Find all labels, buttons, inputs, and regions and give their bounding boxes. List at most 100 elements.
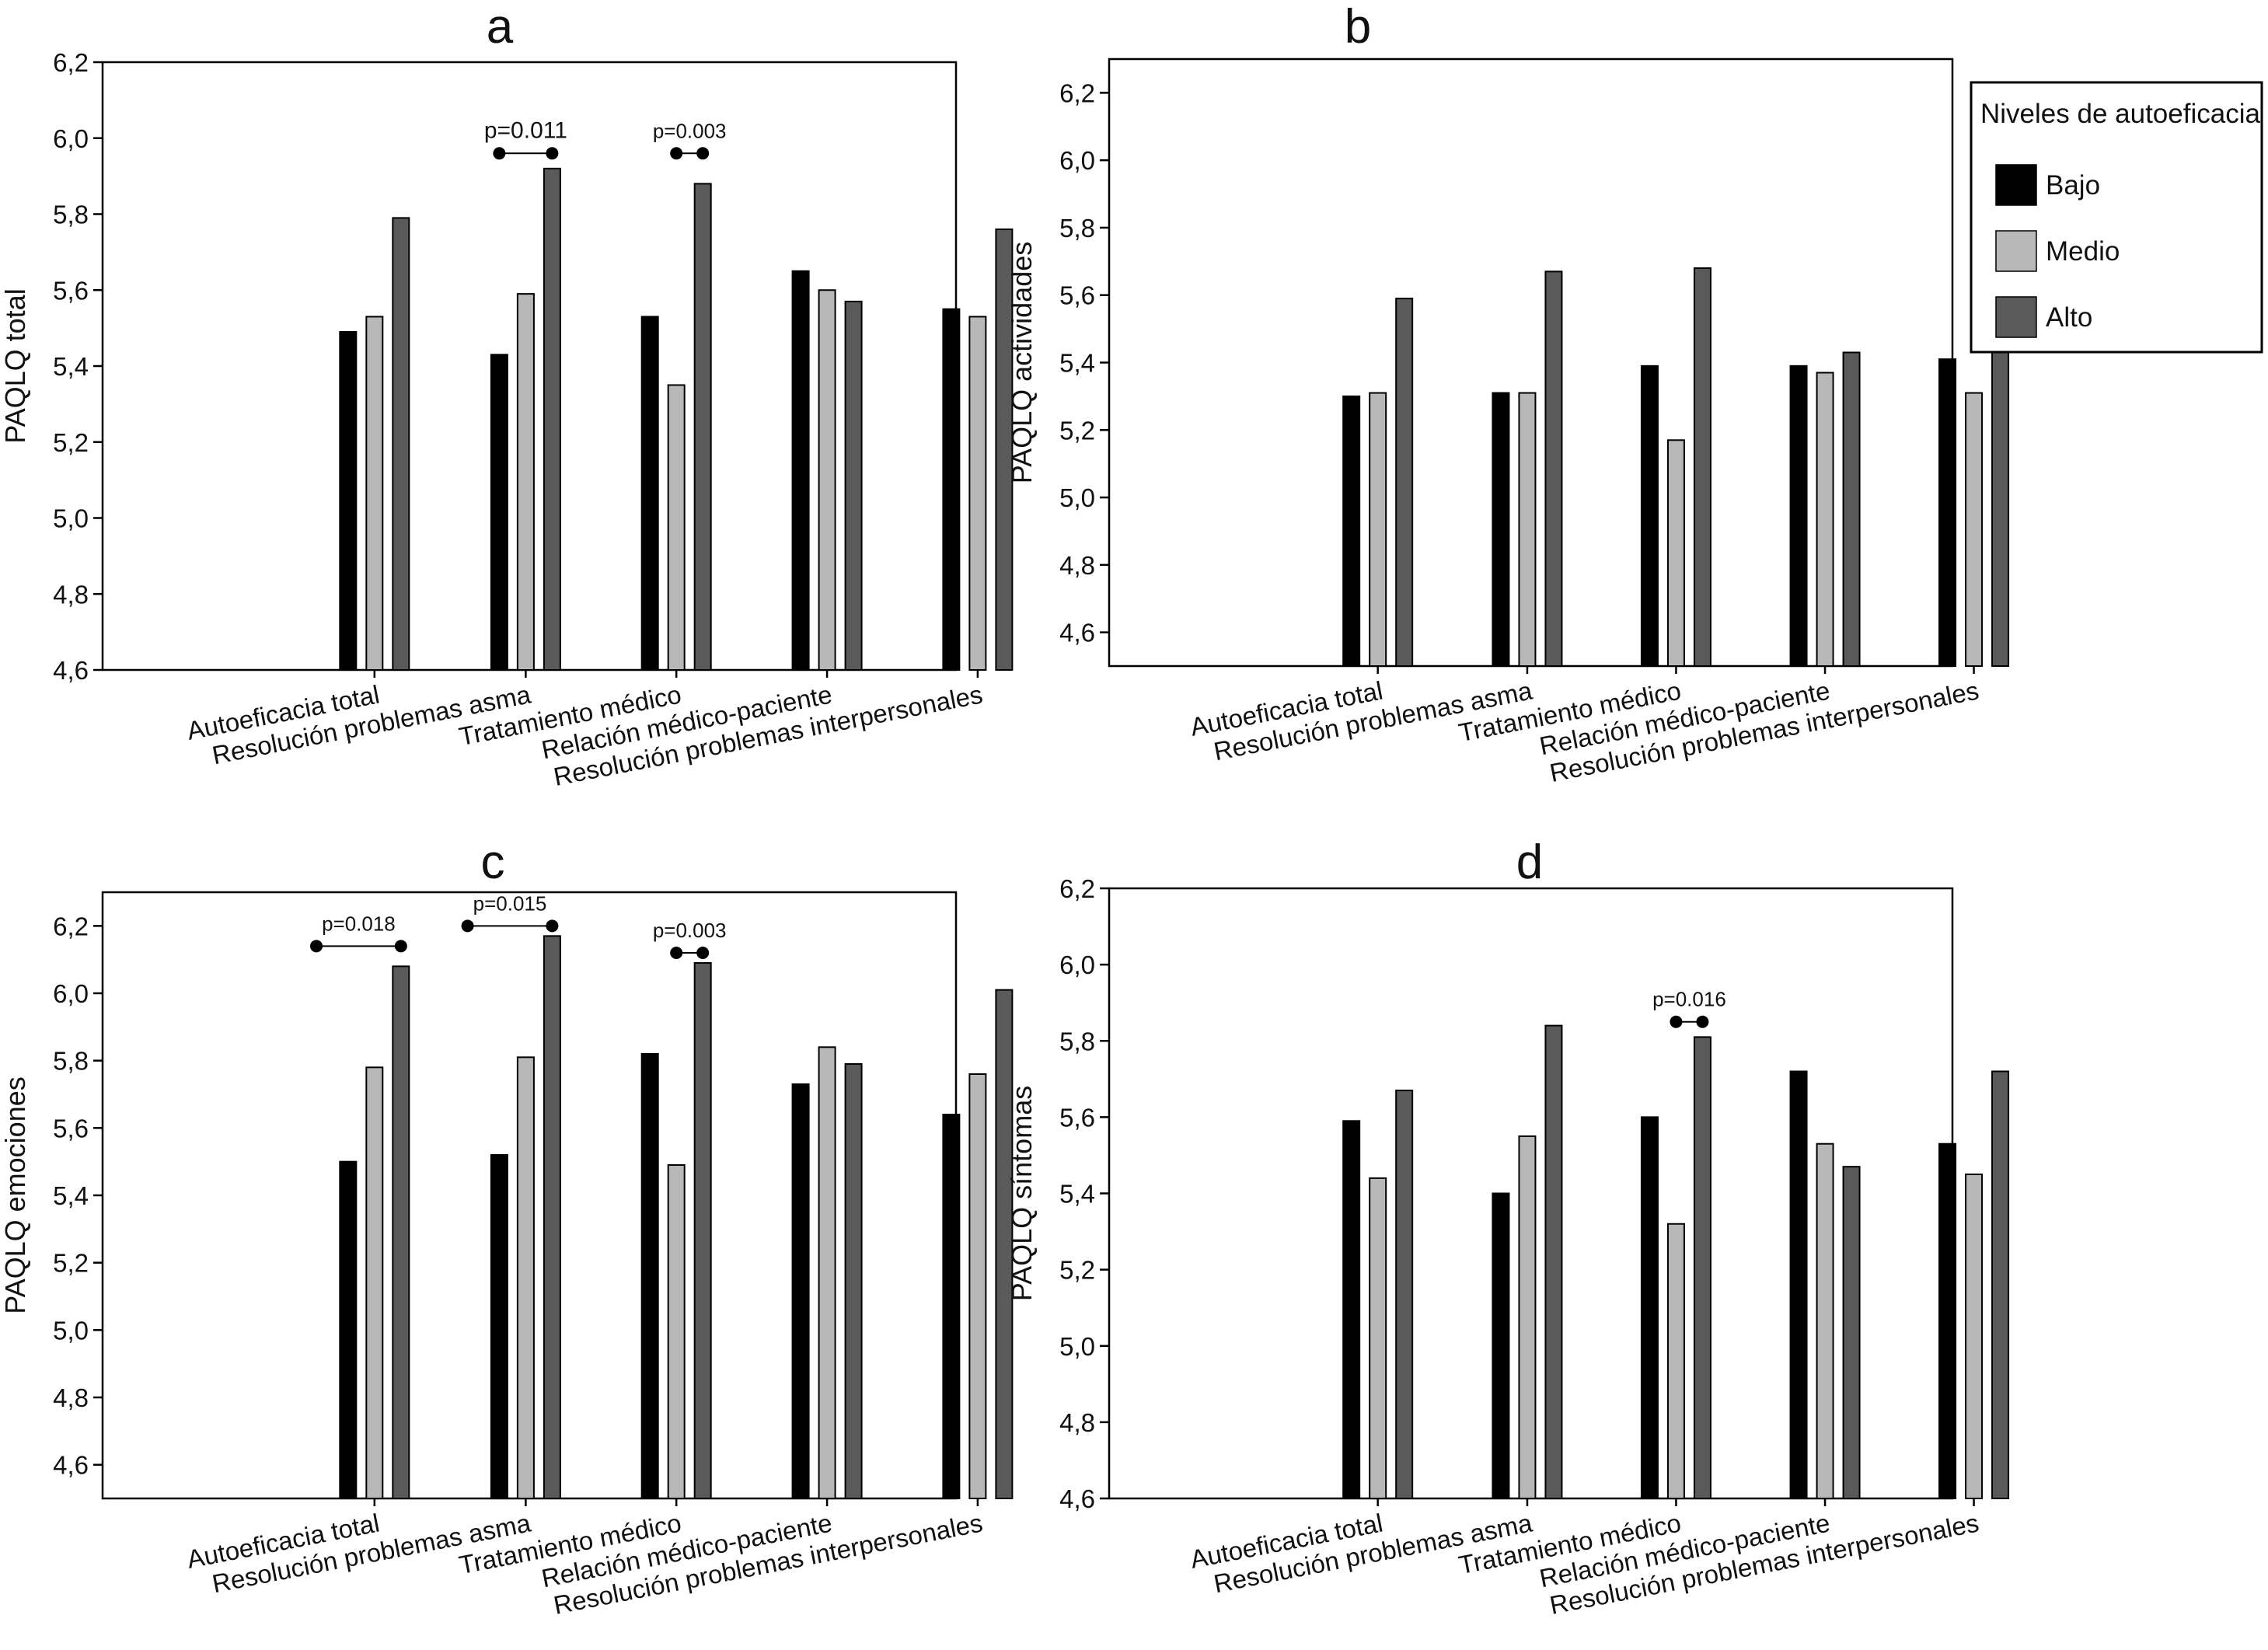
bar-bajo [942,1114,961,1499]
bar-alto [1693,1036,1711,1499]
bar-alto [543,935,561,1500]
y-tick-label: 6,0 [53,979,89,1008]
y-tick-label: 5,2 [1059,1256,1095,1285]
bar-alto [1544,1024,1563,1499]
y-tick-label: 5,2 [53,428,89,457]
bar-alto [693,183,712,671]
bar-bajo [942,308,961,671]
legend-label: Medio [2046,236,2120,267]
significance-dot [670,947,683,959]
y-tick-label: 5,4 [53,352,89,381]
bar-bajo [1789,365,1808,667]
bar-medio [1965,1173,1984,1499]
significance-dot [696,147,710,160]
bar-alto [1544,270,1563,667]
bar-alto [1693,267,1711,667]
y-tick-label: 5,2 [53,1249,89,1278]
significance-dot [696,947,710,959]
bar-bajo [490,1154,508,1499]
significance-dot [1670,1015,1683,1028]
significance-dot [670,147,683,160]
bar-bajo [791,270,810,671]
bar-alto [1991,1070,2010,1499]
y-tick-label: 4,6 [53,656,89,685]
bar-bajo [1342,395,1361,667]
y-tick-label: 5,6 [53,1114,89,1142]
y-tick-label: 6,2 [1059,874,1095,903]
bar-bajo [791,1083,810,1499]
y-tick-label: 6,0 [1059,951,1095,979]
bar-alto [1842,351,1861,667]
significance-dot [394,940,407,953]
bar-alto [995,228,1014,671]
bar-bajo [1938,1142,1957,1499]
y-axis-label: PAQLQ total [0,288,31,443]
y-tick-label: 5,4 [53,1181,89,1210]
bar-medio [1369,392,1387,667]
panel-title: b [1345,0,1371,54]
significance-dot [546,919,559,933]
bar-medio [1369,1177,1387,1499]
bar-bajo [1938,358,1957,667]
bar-alto [392,965,410,1500]
bar-medio [818,1046,836,1500]
bar-medio [365,1066,384,1500]
y-tick-label: 5,6 [1059,281,1095,310]
y-axis-label: PAQLQ síntomas [1006,1086,1038,1301]
bar-medio [516,1056,535,1500]
p-value-label: p=0.003 [653,919,727,942]
y-tick-label: 5,0 [1059,1332,1095,1361]
y-tick-label: 5,8 [1059,1027,1095,1055]
bar-medio [968,316,987,671]
bar-bajo [1342,1120,1361,1499]
y-tick-label: 4,8 [53,1383,89,1412]
bar-medio [667,384,686,671]
significance-dot [461,919,474,933]
legend-swatch-alto [1995,296,2037,338]
p-value-label: p=0.016 [1652,988,1726,1011]
y-tick-label: 4,8 [53,580,89,609]
y-tick-label: 5,6 [1059,1103,1095,1132]
bar-medio [1518,392,1537,667]
p-value-label: p=0.015 [473,891,547,915]
p-value-label: p=0.018 [322,912,396,935]
bar-alto [1395,298,1414,667]
y-tick-label: 6,0 [1059,146,1095,175]
bar-bajo [1492,392,1510,667]
bar-alto [1395,1090,1414,1499]
bar-bajo [1789,1070,1808,1499]
legend-swatch-medio [1995,230,2037,272]
bar-alto [1991,338,2010,667]
bar-alto [844,300,863,671]
bar-bajo [640,316,659,671]
y-tick-label: 5,8 [53,201,89,229]
bar-bajo [339,331,358,671]
bar-medio [968,1073,987,1499]
bar-medio [1816,372,1834,667]
chart-panel-b: b 4,6 4,8 5,0 5,2 5,4 5,6 5,8 6,0 6,2 PAQLQ activi… [1006,0,2010,787]
bar-medio [818,289,836,671]
bar-medio [667,1164,686,1499]
bar-medio [1666,1223,1685,1499]
y-tick-label: 6,2 [53,48,89,77]
panel-title: a [487,0,514,54]
y-tick-label: 4,6 [1059,619,1095,647]
panel-title: c [481,835,505,889]
bar-medio [1965,392,1984,667]
significance-dot [546,147,559,160]
chart-panel-d: d 4,6 4,8 5,0 5,2 5,4 5,6 5,8 6,0 6,2 PAQLQ síntom… [1006,835,2010,1620]
bar-medio [1816,1142,1834,1499]
legend-items: Bajo Medio Alto [1995,164,2120,338]
legend: Niveles de autoeficacia Bajo Medio Alto [1970,81,2263,354]
y-tick-label: 4,6 [53,1451,89,1480]
bar-alto [392,217,410,671]
bar-bajo [1492,1192,1510,1499]
y-tick-label: 5,2 [1059,416,1095,445]
significance-dot [310,940,323,953]
y-axis-label: PAQLQ actividades [1006,242,1038,483]
y-tick-label: 5,0 [53,1316,89,1345]
bar-medio [365,316,384,671]
